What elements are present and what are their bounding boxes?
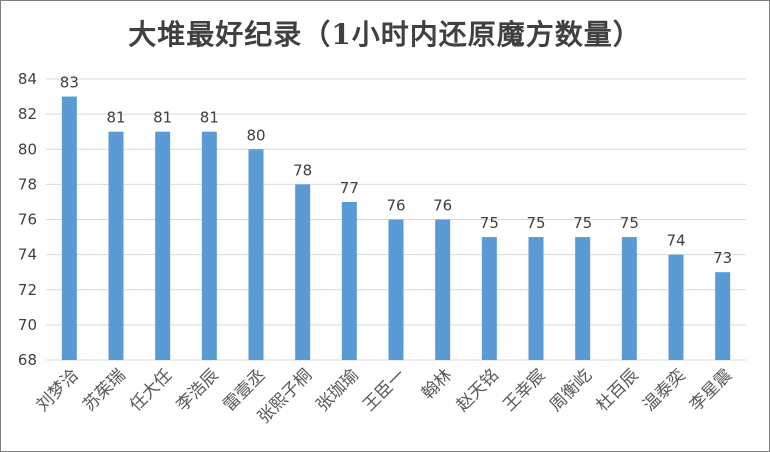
x-category-label: 王臣一 bbox=[359, 365, 409, 415]
x-category-label: 杜百辰 bbox=[593, 365, 643, 415]
bar bbox=[388, 219, 404, 360]
bar bbox=[621, 237, 637, 360]
x-category-label: 赵天铭 bbox=[453, 365, 503, 415]
bar-value-label: 76 bbox=[386, 197, 405, 215]
bar-value-label: 76 bbox=[433, 197, 452, 215]
bar-value-label: 75 bbox=[573, 214, 592, 232]
bar-value-label: 81 bbox=[200, 109, 219, 127]
bar-value-label: 73 bbox=[713, 249, 732, 267]
x-category-label: 任大任 bbox=[126, 365, 176, 415]
y-tick-label: 72 bbox=[18, 281, 37, 299]
bar bbox=[61, 96, 77, 360]
bar-value-label: 74 bbox=[666, 232, 685, 250]
bar-value-label: 81 bbox=[106, 109, 125, 127]
y-tick-label: 82 bbox=[18, 105, 37, 123]
bar bbox=[435, 219, 451, 360]
bar bbox=[715, 272, 731, 360]
bar-value-label: 75 bbox=[480, 214, 499, 232]
y-tick-label: 74 bbox=[18, 246, 37, 264]
bar bbox=[528, 237, 544, 360]
bar bbox=[108, 131, 124, 360]
bar bbox=[201, 131, 217, 360]
bar-value-label: 78 bbox=[293, 161, 312, 179]
bar bbox=[481, 237, 497, 360]
chart-title: 大堆最好纪录（1小时内还原魔方数量） bbox=[128, 18, 642, 51]
bar-value-label: 75 bbox=[620, 214, 639, 232]
bar-value-label: 75 bbox=[526, 214, 545, 232]
y-tick-label: 76 bbox=[18, 211, 37, 229]
y-tick-label: 80 bbox=[18, 140, 37, 158]
x-category-label: 李星震 bbox=[686, 365, 736, 415]
bar bbox=[575, 237, 591, 360]
bar-value-label: 80 bbox=[246, 126, 265, 144]
bar-value-label: 83 bbox=[60, 74, 79, 92]
y-tick-label: 84 bbox=[18, 70, 37, 88]
y-tick-label: 68 bbox=[18, 351, 37, 369]
bar bbox=[668, 254, 684, 360]
bar bbox=[248, 149, 264, 360]
y-tick-label: 78 bbox=[18, 175, 37, 193]
bar-value-label: 77 bbox=[340, 179, 359, 197]
x-category-label: 温泰奕 bbox=[639, 365, 689, 415]
bar bbox=[341, 201, 357, 360]
x-category-label: 刘梦洽 bbox=[33, 365, 83, 415]
x-category-label: 苏茱瑞 bbox=[79, 365, 129, 415]
x-category-label: 王幸宸 bbox=[499, 365, 549, 415]
bar bbox=[155, 131, 171, 360]
x-category-label: 李浩辰 bbox=[173, 365, 223, 415]
x-category-label: 张珈瑜 bbox=[313, 365, 363, 415]
x-category-label: 周衡屹 bbox=[546, 365, 596, 415]
y-tick-label: 70 bbox=[18, 316, 37, 334]
bar-value-label: 81 bbox=[153, 109, 172, 127]
x-category-label: 翰林 bbox=[418, 365, 456, 403]
bar bbox=[295, 184, 311, 360]
